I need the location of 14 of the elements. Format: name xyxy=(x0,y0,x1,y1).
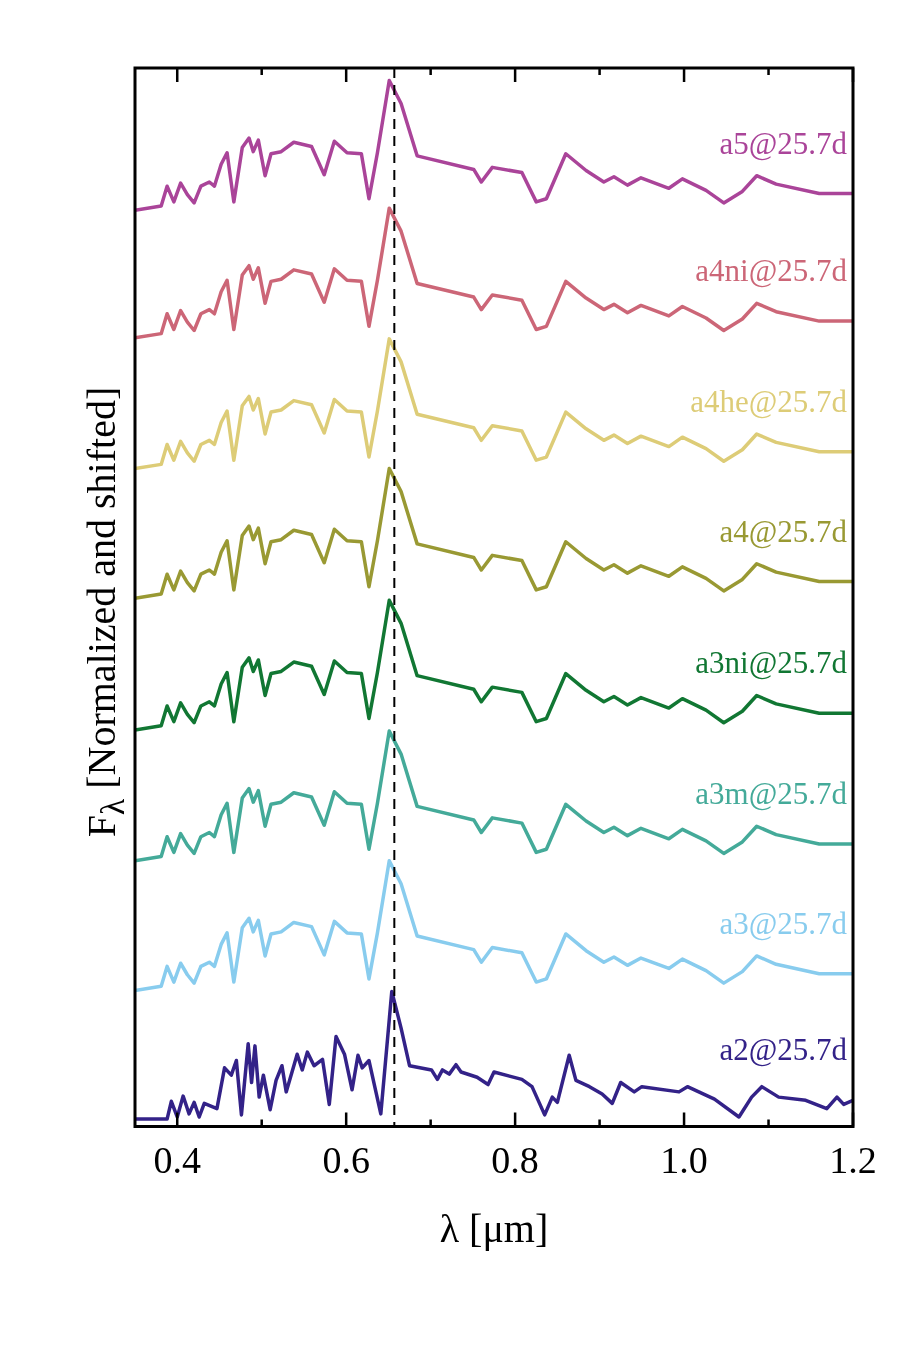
x-tick-label: 1.0 xyxy=(660,1139,708,1182)
series-label: a4ni@25.7d xyxy=(695,253,848,289)
x-tick-label: 1.2 xyxy=(829,1139,877,1182)
x-tick-label: 0.4 xyxy=(153,1139,201,1182)
series-label: a4he@25.7d xyxy=(690,383,848,419)
x-tick-label: 0.6 xyxy=(322,1139,370,1182)
series-label: a4@25.7d xyxy=(719,513,848,549)
series-label: a3m@25.7d xyxy=(695,776,848,812)
x-axis-title: λ [μm] xyxy=(438,1205,550,1252)
series-label: a2@25.7d xyxy=(719,1032,848,1068)
series-label: a5@25.7d xyxy=(719,125,848,161)
x-tick-label: 0.8 xyxy=(491,1139,539,1182)
series-label: a3@25.7d xyxy=(719,905,848,941)
series-label: a3ni@25.7d xyxy=(695,645,848,681)
